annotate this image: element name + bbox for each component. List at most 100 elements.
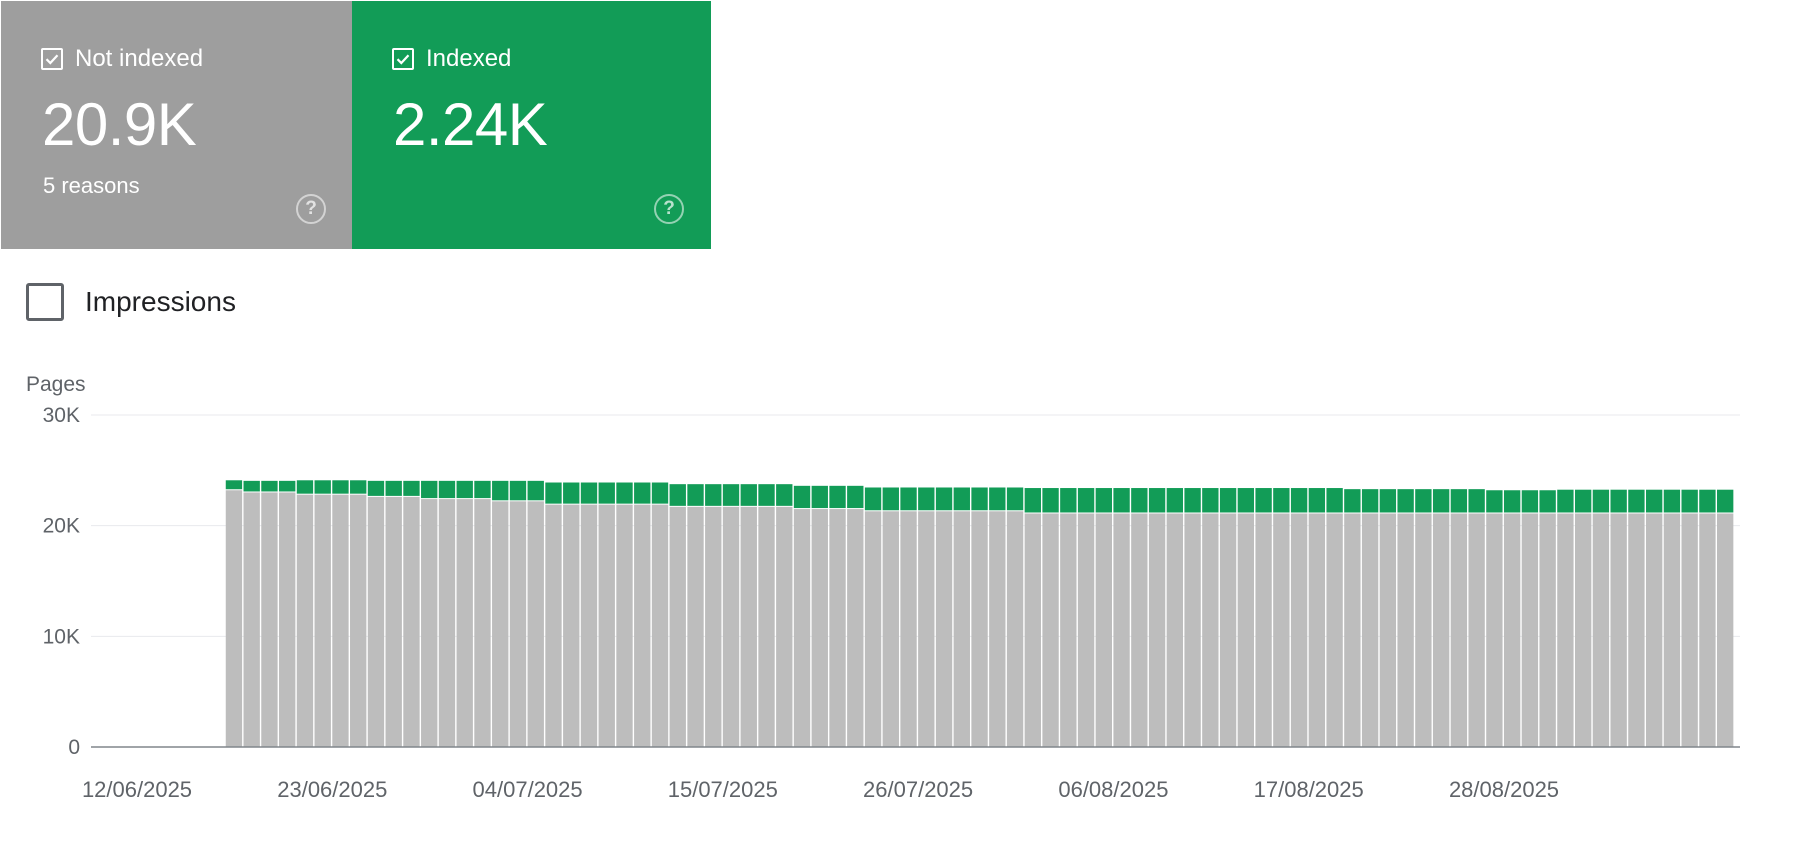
bar-indexed (1628, 489, 1645, 513)
bar-not-indexed (563, 504, 580, 747)
pages-chart-svg: Pages 0 10K 20K 30K 12/06/2025 23/06/2025 04/0… (26, 373, 1740, 802)
not-indexed-reasons: 5 reasons (43, 173, 140, 198)
bar-indexed (1113, 488, 1130, 513)
bar-indexed (687, 484, 704, 506)
bar-indexed (1468, 489, 1485, 513)
bar-indexed (261, 480, 278, 492)
bar-indexed (1042, 488, 1059, 513)
indexed-checkbox[interactable] (392, 48, 414, 70)
not-indexed-value: 20.9K (42, 91, 197, 158)
bar-not-indexed (1131, 513, 1148, 747)
not-indexed-label: Not indexed (75, 45, 204, 72)
bar-not-indexed (1255, 513, 1272, 747)
bar-indexed (616, 482, 633, 504)
bar-not-indexed (935, 511, 953, 747)
bar-indexed (1610, 489, 1627, 513)
y-tick-label: 10K (43, 625, 80, 648)
bar-not-indexed (1077, 513, 1095, 747)
bar-not-indexed (261, 492, 278, 747)
bar-indexed (1237, 488, 1255, 513)
bar-not-indexed (1202, 513, 1219, 747)
bar-not-indexed (1024, 513, 1041, 747)
bar-not-indexed (989, 511, 1006, 747)
bar-not-indexed (1326, 513, 1343, 747)
bar-indexed (1273, 488, 1290, 513)
bar-indexed (1131, 488, 1148, 513)
bar-indexed (1290, 488, 1308, 513)
bar-indexed (527, 480, 544, 501)
bar-indexed (1060, 488, 1077, 513)
bar-not-indexed (279, 492, 296, 747)
bar-not-indexed (651, 504, 669, 747)
bar-not-indexed (580, 504, 598, 747)
bar-not-indexed (793, 509, 811, 747)
bar-not-indexed (1628, 513, 1645, 747)
bar-not-indexed (776, 506, 793, 747)
indexed-card[interactable]: Indexed 2.24K ? (352, 1, 711, 249)
bar-not-indexed (598, 504, 615, 747)
bar-indexed (989, 487, 1006, 511)
bar-indexed (421, 480, 438, 499)
x-tick-label: 15/07/2025 (668, 777, 778, 802)
checkmark-icon (45, 54, 59, 65)
bar-not-indexed (474, 499, 491, 747)
bar-indexed (474, 480, 491, 499)
not-indexed-card[interactable]: Not indexed 20.9K 5 reasons ? (1, 1, 352, 249)
bar-indexed (1681, 489, 1698, 513)
help-icon[interactable]: ? (654, 194, 684, 224)
impressions-toggle[interactable]: Impressions (26, 283, 236, 321)
bar-indexed (651, 482, 669, 504)
bar-indexed (367, 480, 385, 496)
bar-indexed (705, 484, 722, 506)
indexed-header: Indexed (392, 45, 511, 73)
bar-indexed (1379, 489, 1397, 513)
bar-indexed (1539, 490, 1556, 513)
bar-indexed (1202, 488, 1219, 513)
bar-not-indexed (1184, 513, 1201, 747)
bar-indexed (1717, 489, 1734, 513)
bar-not-indexed (1042, 513, 1059, 747)
impressions-checkbox[interactable] (26, 283, 64, 321)
bar-not-indexed (811, 509, 828, 747)
bar-indexed (793, 485, 811, 509)
bar-indexed (1503, 490, 1521, 513)
bar-not-indexed (367, 496, 385, 747)
bar-not-indexed (1361, 513, 1379, 747)
bar-indexed (1184, 488, 1201, 513)
bar-indexed (1699, 489, 1716, 513)
bar-indexed (563, 482, 580, 504)
bar-indexed (279, 480, 296, 492)
y-tick-label: 0 (68, 736, 80, 759)
bar-indexed (1432, 489, 1450, 513)
bar-indexed (1308, 488, 1326, 513)
bar-not-indexed (1663, 513, 1681, 747)
bar-indexed (438, 480, 456, 499)
bar-not-indexed (918, 511, 935, 747)
help-icon[interactable]: ? (296, 194, 326, 224)
bar-not-indexed (545, 504, 562, 747)
bar-not-indexed (1503, 513, 1521, 747)
x-tick-label: 26/07/2025 (863, 777, 973, 802)
bar-indexed (758, 484, 775, 506)
bar-not-indexed (385, 496, 402, 747)
bar-not-indexed (1273, 513, 1290, 747)
bar-not-indexed (1060, 513, 1077, 747)
bar-indexed (1344, 489, 1361, 513)
bar-not-indexed (669, 506, 686, 747)
bar-indexed (776, 484, 793, 506)
bar-indexed (634, 482, 651, 504)
bar-not-indexed (1557, 513, 1574, 747)
bar-indexed (456, 480, 473, 499)
bar-not-indexed (1539, 513, 1556, 747)
bar-indexed (598, 482, 615, 504)
not-indexed-checkbox[interactable] (41, 48, 63, 70)
indexed-value: 2.24K (393, 91, 548, 158)
bar-not-indexed (1006, 511, 1024, 747)
bar-indexed (296, 480, 314, 494)
bar-not-indexed (1290, 513, 1308, 747)
bar-not-indexed (1468, 513, 1485, 747)
bar-indexed (829, 485, 846, 509)
x-tick-label: 23/06/2025 (277, 777, 387, 802)
bar-indexed (740, 484, 757, 506)
bar-indexed (314, 480, 331, 494)
